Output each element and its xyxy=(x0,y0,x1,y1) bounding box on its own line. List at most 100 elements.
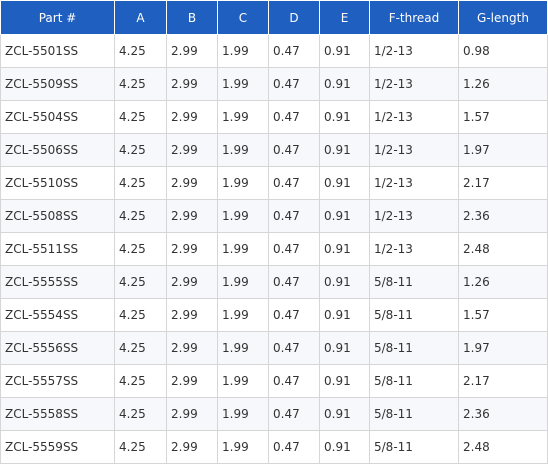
part-number-cell: ZCL-5556SS xyxy=(0,331,115,365)
part-number-cell: ZCL-5506SS xyxy=(0,133,115,167)
part-number-cell: ZCL-5510SS xyxy=(0,166,115,200)
d-cell: 0.47 xyxy=(268,166,320,200)
c-cell: 1.99 xyxy=(217,100,269,134)
a-cell: 4.25 xyxy=(114,232,167,266)
part-number-cell: ZCL-5508SS xyxy=(0,199,115,233)
part-number-cell: ZCL-5557SS xyxy=(0,364,115,398)
b-cell: 2.99 xyxy=(166,166,218,200)
a-cell: 4.25 xyxy=(114,166,167,200)
table-body: ZCL-5501SS 4.25 2.99 1.99 0.47 0.91 1/2-13 0.98… xyxy=(0,34,548,464)
c-cell: 1.99 xyxy=(217,364,269,398)
c-cell: 1.99 xyxy=(217,34,269,68)
g-length-cell: 2.48 xyxy=(458,232,548,266)
table-header: Part # A B C D E F-thread G-length xyxy=(0,0,548,35)
table-row: ZCL-5501SS 4.25 2.99 1.99 0.47 0.91 1/2-13 0.98 xyxy=(0,34,548,68)
a-cell: 4.25 xyxy=(114,430,167,464)
b-cell: 2.99 xyxy=(166,34,218,68)
g-length-cell: 1.26 xyxy=(458,67,548,101)
b-cell: 2.99 xyxy=(166,133,218,167)
a-cell: 4.25 xyxy=(114,364,167,398)
d-cell: 0.47 xyxy=(268,430,320,464)
d-cell: 0.47 xyxy=(268,133,320,167)
table-row: ZCL-5504SS 4.25 2.99 1.99 0.47 0.91 1/2-13 1.57 xyxy=(0,100,548,134)
b-cell: 2.99 xyxy=(166,67,218,101)
d-cell: 0.47 xyxy=(268,265,320,299)
d-cell: 0.47 xyxy=(268,100,320,134)
e-cell: 0.91 xyxy=(319,199,370,233)
c-cell: 1.99 xyxy=(217,166,269,200)
d-cell: 0.47 xyxy=(268,67,320,101)
a-cell: 4.25 xyxy=(114,331,167,365)
c-cell: 1.99 xyxy=(217,232,269,266)
f-thread-cell: 1/2-13 xyxy=(369,199,459,233)
c-cell: 1.99 xyxy=(217,199,269,233)
part-number-cell: ZCL-5558SS xyxy=(0,397,115,431)
g-length-cell: 1.57 xyxy=(458,100,548,134)
part-number-cell: ZCL-5501SS xyxy=(0,34,115,68)
e-cell: 0.91 xyxy=(319,265,370,299)
table-row: ZCL-5511SS 4.25 2.99 1.99 0.47 0.91 1/2-13 2.48 xyxy=(0,232,548,266)
table-row: ZCL-5555SS 4.25 2.99 1.99 0.47 0.91 5/8-11 1.26 xyxy=(0,265,548,299)
b-cell: 2.99 xyxy=(166,232,218,266)
c-cell: 1.99 xyxy=(217,67,269,101)
header-a: A xyxy=(114,0,167,35)
b-cell: 2.99 xyxy=(166,100,218,134)
g-length-cell: 1.26 xyxy=(458,265,548,299)
f-thread-cell: 1/2-13 xyxy=(369,232,459,266)
f-thread-cell: 1/2-13 xyxy=(369,34,459,68)
d-cell: 0.47 xyxy=(268,199,320,233)
g-length-cell: 2.48 xyxy=(458,430,548,464)
header-g-length: G-length xyxy=(458,0,548,35)
d-cell: 0.47 xyxy=(268,397,320,431)
header-c: C xyxy=(217,0,269,35)
a-cell: 4.25 xyxy=(114,133,167,167)
e-cell: 0.91 xyxy=(319,430,370,464)
g-length-cell: 2.17 xyxy=(458,166,548,200)
e-cell: 0.91 xyxy=(319,397,370,431)
e-cell: 0.91 xyxy=(319,67,370,101)
c-cell: 1.99 xyxy=(217,331,269,365)
table-row: ZCL-5510SS 4.25 2.99 1.99 0.47 0.91 1/2-13 2.17 xyxy=(0,166,548,200)
table-row: ZCL-5559SS 4.25 2.99 1.99 0.47 0.91 5/8-11 2.48 xyxy=(0,430,548,464)
f-thread-cell: 5/8-11 xyxy=(369,364,459,398)
part-number-cell: ZCL-5509SS xyxy=(0,67,115,101)
g-length-cell: 2.17 xyxy=(458,364,548,398)
a-cell: 4.25 xyxy=(114,298,167,332)
c-cell: 1.99 xyxy=(217,298,269,332)
e-cell: 0.91 xyxy=(319,364,370,398)
b-cell: 2.99 xyxy=(166,397,218,431)
f-thread-cell: 5/8-11 xyxy=(369,331,459,365)
g-length-cell: 1.57 xyxy=(458,298,548,332)
header-b: B xyxy=(166,0,218,35)
c-cell: 1.99 xyxy=(217,265,269,299)
f-thread-cell: 1/2-13 xyxy=(369,100,459,134)
b-cell: 2.99 xyxy=(166,430,218,464)
g-length-cell: 2.36 xyxy=(458,397,548,431)
f-thread-cell: 1/2-13 xyxy=(369,67,459,101)
e-cell: 0.91 xyxy=(319,232,370,266)
f-thread-cell: 5/8-11 xyxy=(369,265,459,299)
c-cell: 1.99 xyxy=(217,430,269,464)
g-length-cell: 1.97 xyxy=(458,133,548,167)
e-cell: 0.91 xyxy=(319,34,370,68)
b-cell: 2.99 xyxy=(166,331,218,365)
a-cell: 4.25 xyxy=(114,34,167,68)
e-cell: 0.91 xyxy=(319,133,370,167)
g-length-cell: 1.97 xyxy=(458,331,548,365)
header-part-number: Part # xyxy=(0,0,115,35)
e-cell: 0.91 xyxy=(319,298,370,332)
part-number-cell: ZCL-5555SS xyxy=(0,265,115,299)
g-length-cell: 2.36 xyxy=(458,199,548,233)
table-row: ZCL-5506SS 4.25 2.99 1.99 0.47 0.91 1/2-13 1.97 xyxy=(0,133,548,167)
e-cell: 0.91 xyxy=(319,100,370,134)
e-cell: 0.91 xyxy=(319,331,370,365)
a-cell: 4.25 xyxy=(114,199,167,233)
table-row: ZCL-5557SS 4.25 2.99 1.99 0.47 0.91 5/8-11 2.17 xyxy=(0,364,548,398)
f-thread-cell: 1/2-13 xyxy=(369,166,459,200)
d-cell: 0.47 xyxy=(268,364,320,398)
c-cell: 1.99 xyxy=(217,397,269,431)
b-cell: 2.99 xyxy=(166,265,218,299)
f-thread-cell: 5/8-11 xyxy=(369,298,459,332)
c-cell: 1.99 xyxy=(217,133,269,167)
